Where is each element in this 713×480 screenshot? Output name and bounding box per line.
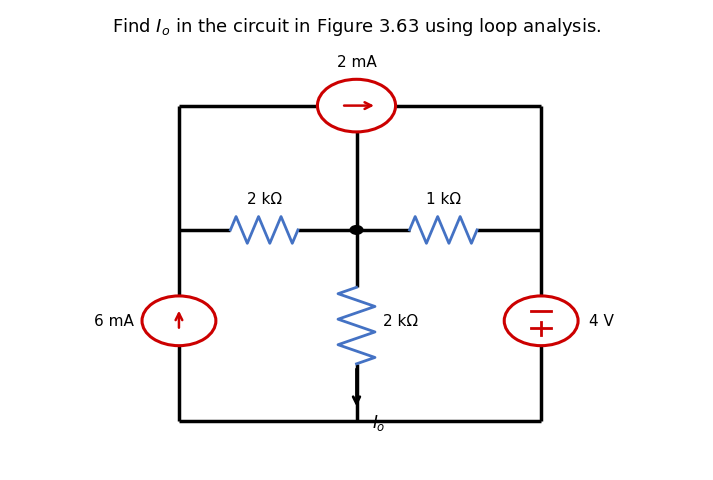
Text: Find $I_o$ in the circuit in Figure 3.63 using loop analysis.: Find $I_o$ in the circuit in Figure 3.63…	[112, 16, 601, 37]
Text: 4 V: 4 V	[589, 313, 614, 329]
Text: $I_o$: $I_o$	[372, 412, 386, 432]
Circle shape	[317, 80, 396, 132]
Circle shape	[350, 226, 363, 235]
Text: 6 mA: 6 mA	[93, 313, 133, 329]
Text: 2 kΩ: 2 kΩ	[247, 192, 282, 206]
Circle shape	[504, 296, 578, 346]
Text: 1 kΩ: 1 kΩ	[426, 192, 461, 206]
Text: 2 mA: 2 mA	[337, 55, 376, 70]
Circle shape	[142, 296, 216, 346]
Text: 2 kΩ: 2 kΩ	[384, 313, 419, 329]
